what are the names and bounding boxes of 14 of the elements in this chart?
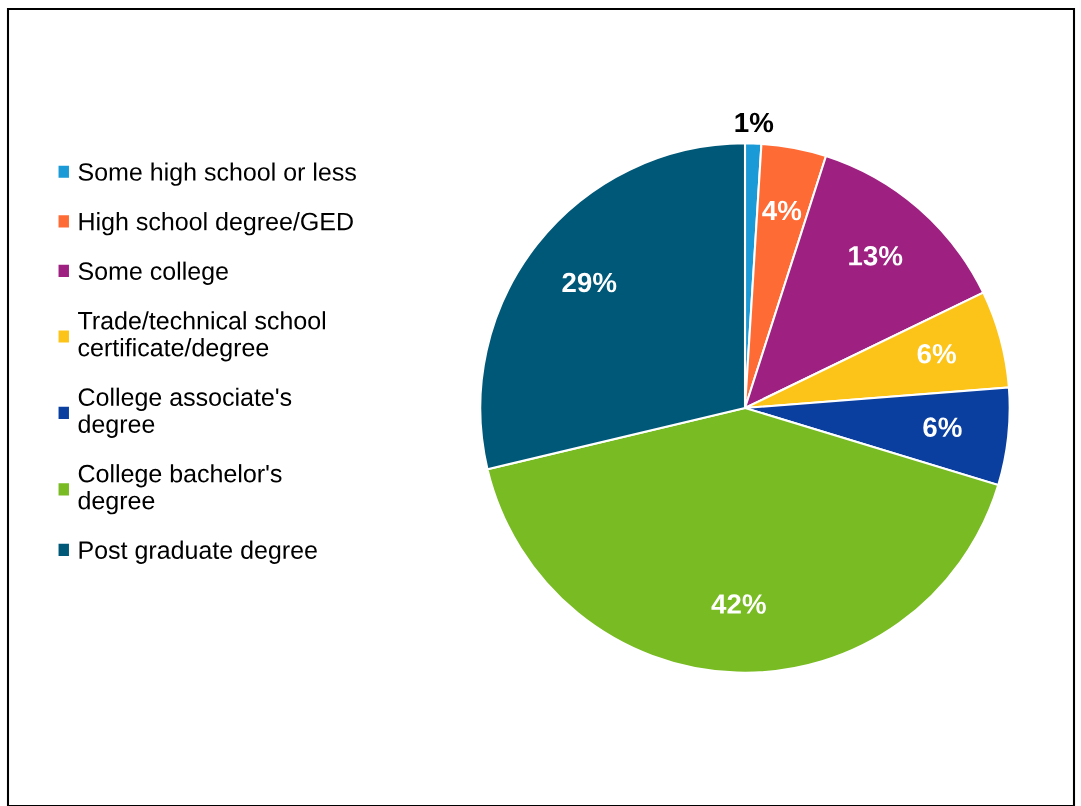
legend-label: Trade/technical school certificate/degree — [78, 311, 326, 362]
data-label: 1% — [735, 112, 774, 133]
legend-label: College associate's degree — [78, 387, 292, 438]
legend-label: Some college — [78, 261, 228, 285]
data-label: 6% — [923, 417, 962, 438]
legend-label: High school degree/GED — [79, 212, 353, 236]
data-label: 13% — [849, 245, 903, 266]
legend-label: Post graduate degree — [79, 540, 317, 564]
legend-label: College bachelor's degree — [78, 464, 282, 515]
data-label: 29% — [562, 272, 617, 293]
data-label: 42% — [711, 594, 766, 614]
legend-label: Some high school or less — [78, 162, 356, 186]
data-label: 4% — [762, 200, 802, 221]
data-label: 6% — [917, 343, 956, 364]
